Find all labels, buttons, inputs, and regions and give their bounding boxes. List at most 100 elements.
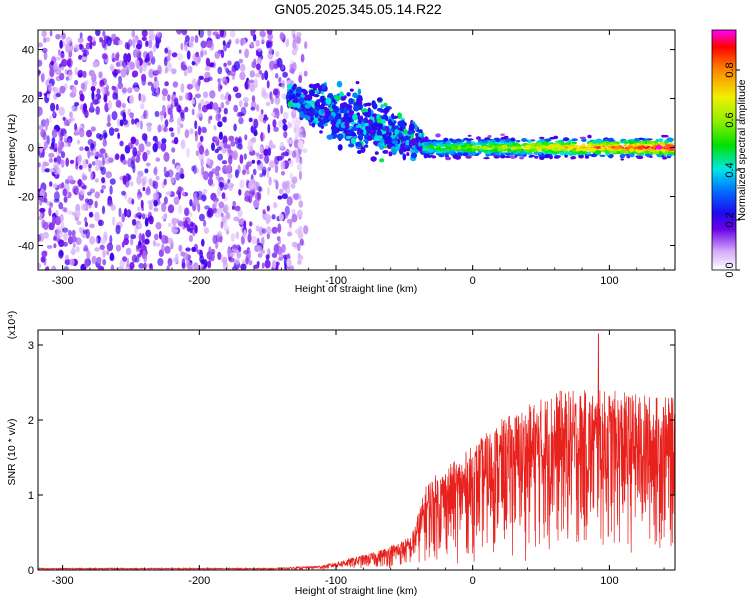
spectrogram-cell	[278, 188, 284, 195]
spectrogram-cell	[206, 103, 213, 110]
spectrogram-cell	[666, 153, 673, 157]
spectrogram-cell	[209, 115, 213, 121]
spectrogram-cell	[227, 94, 232, 102]
spectrogram-cell	[142, 151, 148, 162]
spectrogram-cell	[160, 142, 167, 152]
spectrogram-cell	[340, 96, 347, 101]
spectrogram-cell	[156, 31, 162, 38]
spectrogram-cell	[172, 81, 179, 88]
spectrogram-cell	[314, 117, 319, 122]
spectrogram-cell	[178, 95, 183, 101]
spectrogram-cell	[253, 264, 260, 269]
spectrogram-cell	[472, 151, 477, 156]
spectrogram-cell	[202, 91, 209, 99]
spectrogram-cell	[291, 241, 298, 248]
spectrogram-cell	[170, 132, 175, 138]
spectrogram-cell	[239, 154, 244, 165]
colorbar-tick-label: 0.6	[724, 112, 736, 127]
spectrogram-cell	[492, 148, 499, 153]
spectrogram-cell	[48, 83, 53, 92]
spectrogram-cell	[629, 148, 635, 153]
spectrogram-cell	[204, 205, 210, 210]
spectrogram-cell	[38, 142, 41, 148]
spectrogram-cell	[351, 127, 358, 132]
spectrogram-cell	[218, 131, 223, 140]
spectrogram-cell	[394, 125, 399, 130]
spectrogram-cell	[131, 30, 136, 38]
spectrogram-cell	[271, 214, 276, 220]
spectrogram-cell	[186, 223, 191, 232]
spectrogram-cell	[132, 70, 139, 78]
spectrogram-cell	[187, 262, 193, 270]
spectrogram-cell	[304, 114, 311, 121]
spectrogram-cell	[67, 59, 72, 65]
spectrogram-cell	[267, 123, 271, 134]
spectrogram-cell	[319, 104, 324, 110]
spectrogram-cell	[239, 179, 245, 189]
spectrogram-cell	[411, 139, 416, 146]
spectrogram-cell	[198, 152, 205, 162]
spectrogram-cell	[471, 148, 477, 152]
spectrogram-cell	[304, 104, 311, 109]
spectrogram-cell	[629, 140, 634, 145]
spectrogram-cell	[191, 108, 195, 116]
spectrogram-cell	[74, 66, 78, 76]
spectrogram-cell	[356, 150, 362, 154]
spectrogram-cell	[199, 135, 204, 142]
spectrogram-cell	[414, 124, 418, 132]
spectrogram-cell	[505, 138, 511, 143]
spectrogram-cell	[297, 259, 302, 265]
spectrogram-cell	[303, 96, 309, 101]
spectrogram-cell	[89, 188, 95, 194]
spectrogram-cell	[237, 143, 243, 150]
spectrogram-cell	[616, 151, 621, 154]
spectrogram-cell	[452, 154, 459, 159]
spectrogram-cell	[218, 182, 225, 188]
spectrogram-cell	[121, 102, 126, 109]
spectrogram-cell	[111, 85, 116, 91]
spectrogram-cell	[111, 111, 118, 121]
spectrogram-cell	[72, 243, 76, 248]
spectrogram-cell	[200, 259, 206, 265]
spectrogram-cell	[62, 142, 69, 148]
spectrogram-cell	[123, 208, 128, 217]
spectrogram-cell	[328, 115, 334, 121]
spectrogram-cell	[363, 129, 367, 136]
spectrogram-cell	[130, 237, 134, 246]
spectrogram-cell	[238, 49, 242, 54]
spectrogram-cell	[319, 130, 323, 134]
spectrogram-cell	[422, 147, 428, 150]
spectrogram-cell	[136, 59, 140, 70]
spectrogram-cell	[227, 145, 232, 154]
spectrogram-cell	[60, 52, 65, 59]
spectrogram-cell	[228, 39, 232, 45]
spectrogram-cell	[150, 33, 156, 38]
spectrogram-cell	[185, 35, 190, 43]
spectrogram-cell	[600, 147, 605, 151]
spectrogram-cell	[553, 144, 560, 147]
spectrogram-cell	[225, 164, 231, 173]
spectrogram-cell	[220, 77, 226, 82]
spectrogram-cell	[58, 49, 61, 56]
spectrogram-cell	[205, 57, 210, 67]
spectrogram-cell	[243, 220, 247, 230]
spectrogram-cell	[163, 166, 167, 174]
spectrogram-cell	[236, 143, 240, 149]
spectrogram-cell	[476, 136, 481, 140]
spectrogram-cell	[553, 147, 559, 152]
spectrogram-cell	[52, 183, 58, 189]
spectrogram-cell	[84, 80, 89, 85]
spectrogram-cell	[175, 253, 179, 262]
spectrogram-cell	[106, 242, 114, 252]
spectrogram-cell	[69, 111, 73, 119]
spectrogram-cell	[51, 141, 55, 149]
spectrogram-cell	[167, 222, 172, 228]
spectrogram-cell	[123, 233, 129, 241]
spectrogram-cell	[99, 38, 103, 43]
spectrogram-cell	[269, 160, 276, 169]
spectrogram-cell	[370, 156, 377, 162]
spectrogram-cell	[112, 57, 116, 63]
spectrogram-cell	[643, 146, 650, 149]
spectrogram-cell	[308, 83, 315, 89]
